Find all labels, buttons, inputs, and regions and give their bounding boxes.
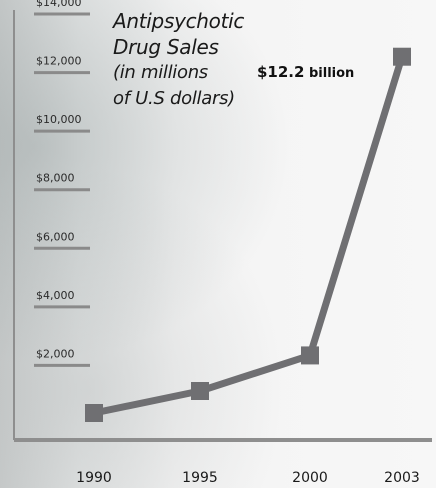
x-tick-label-layer: 1990 1995 2000 2003 [76,470,420,486]
annotation-unit: billion [308,66,355,81]
data-point-marker [393,47,411,66]
title-line-1: Antipsychotic [113,9,245,33]
data-point-marker [301,346,319,365]
y-tick-label: $14,000 [36,0,82,9]
peak-value-annotation: $12.2 billion [257,63,354,81]
chart-title: Antipsychotic Drug Sales (in millions of… [113,8,313,112]
y-tick-label: $4,000 [36,289,75,302]
y-tick-layer: $2,000 $4,000 $6,000 $8,000 $10,000 $12,000 $1… [34,0,90,367]
annotation-amount: $12.2 [257,63,305,81]
data-point-marker [85,404,103,422]
x-tick-label: 1995 [182,470,218,486]
x-tick-label: 1990 [76,470,112,486]
x-tick-label: 2003 [384,470,420,486]
y-tick-label: $8,000 [36,172,75,185]
y-tick-label: $2,000 [36,347,75,360]
x-tick-label: 2000 [292,470,328,486]
title-line-2: Drug Sales [113,35,219,59]
axis-layer [13,10,432,442]
y-tick-label: $10,000 [36,113,82,126]
series-line [93,55,406,417]
y-tick-label: $6,000 [36,230,75,243]
y-tick-label: $12,000 [36,55,82,68]
subtitle-line-2: of U.S dollars) [113,88,235,109]
data-point-marker [191,382,209,400]
series-layer [85,47,411,422]
subtitle-line-1: (in millions [113,62,208,83]
